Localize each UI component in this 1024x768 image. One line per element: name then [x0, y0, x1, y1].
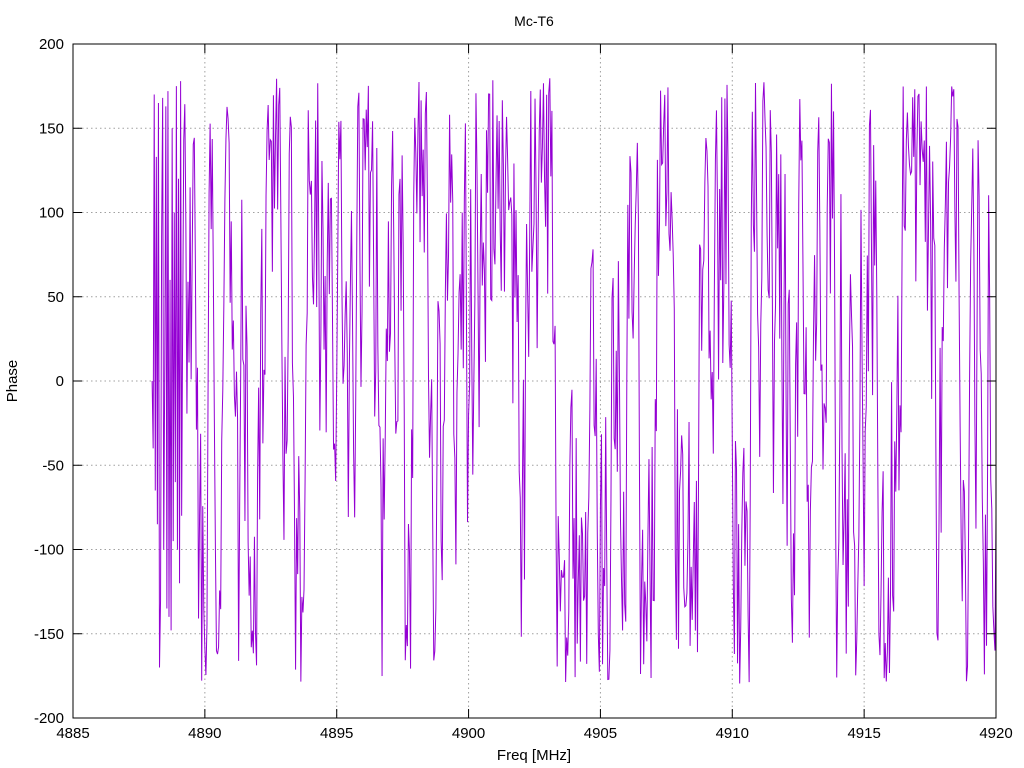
y-axis-label: Phase — [4, 360, 21, 403]
y-tick-label: -150 — [34, 626, 64, 643]
y-tick-label: 50 — [47, 289, 64, 306]
grid — [73, 44, 996, 718]
axis-ticks: -200 -150 -100 -50 0 50 100 150 200 4885 4890 4895 4… — [34, 36, 1013, 742]
x-tick-label: 4905 — [584, 725, 617, 742]
y-tick-label: 100 — [39, 205, 64, 222]
x-tick-label: 4910 — [716, 725, 749, 742]
y-tick-label: 200 — [39, 36, 64, 53]
y-tick-label: 0 — [56, 373, 64, 390]
x-tick-label: 4920 — [979, 725, 1012, 742]
x-tick-label: 4900 — [452, 725, 485, 742]
x-tick-label: 4915 — [847, 725, 880, 742]
y-tick-label: -200 — [34, 710, 64, 727]
chart-title: Mc-T6 — [514, 13, 554, 29]
y-tick-label: -100 — [34, 542, 64, 559]
phase-series — [151, 78, 997, 684]
phase-line — [151, 78, 997, 684]
x-tick-label: 4890 — [188, 725, 221, 742]
y-tick-label: -50 — [42, 457, 64, 474]
x-axis-label: Freq [MHz] — [497, 747, 571, 764]
x-tick-label: 4895 — [320, 725, 353, 742]
x-tick-label: 4885 — [56, 725, 89, 742]
y-tick-label: 150 — [39, 120, 64, 137]
